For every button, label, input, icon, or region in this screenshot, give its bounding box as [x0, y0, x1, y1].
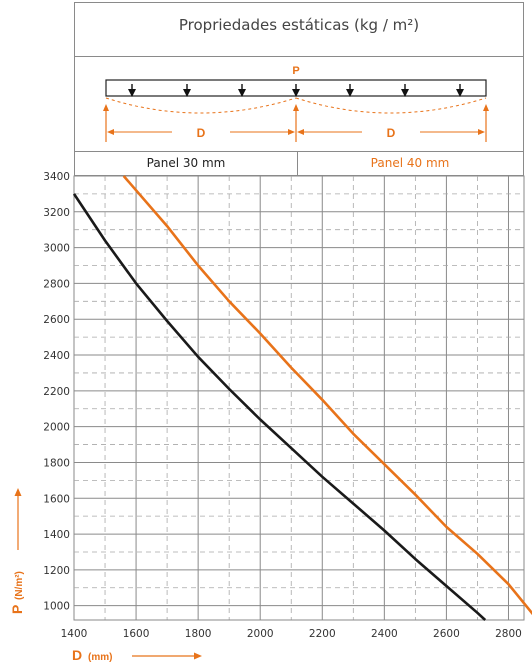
series-line-panel-30	[72, 193, 487, 621]
y-tick-label-2000: 2000	[43, 422, 70, 434]
plot-border	[73, 175, 525, 621]
beam-diagram: P D D	[103, 65, 489, 142]
y-axis-unit: (N/m²)	[14, 571, 25, 600]
legend-row: Panel 30 mm Panel 40 mm	[74, 151, 524, 176]
load-label: P	[292, 65, 299, 77]
series-line-panel-40	[122, 175, 532, 616]
x-tick-label-1600: 1600	[123, 628, 150, 640]
y-tick-label-2800: 2800	[43, 278, 70, 290]
legend-panel-30: Panel 30 mm	[75, 152, 298, 175]
support-arrowhead-left	[103, 104, 109, 111]
x-axis-title: D (mm)	[72, 647, 202, 663]
load-arrowhead-2	[183, 89, 191, 97]
y-tick-label-2600: 2600	[43, 314, 70, 326]
y-axis-title: P (N/m²)	[9, 488, 25, 614]
load-diagram-box	[74, 56, 524, 152]
chart-title-box: Propriedades estáticas (kg / m²)	[74, 2, 524, 57]
dimension-arrow-right-start	[297, 129, 304, 135]
load-arrows	[128, 84, 464, 97]
y-tick-label-1200: 1200	[43, 565, 70, 577]
load-arrowhead-4	[292, 89, 300, 97]
y-axis-title-arrowhead	[14, 488, 22, 496]
x-tick-label-2000: 2000	[247, 628, 274, 640]
x-tick-label-2800: 2800	[495, 628, 522, 640]
deflection-curve-left	[105, 97, 297, 114]
y-tick-label-2200: 2200	[43, 386, 70, 398]
y-tick-label-2400: 2400	[43, 350, 70, 362]
x-axis-title-letter: D	[72, 647, 82, 663]
y-tick-label-3400: 3400	[43, 171, 70, 183]
span-label-right: D	[387, 126, 396, 140]
chart-plot: 1400 1600 1800 2000 2200 2400 2600 2800 1000 1200…	[43, 171, 532, 640]
y-tick-label-3200: 3200	[43, 207, 70, 219]
load-arrowhead-3	[238, 89, 246, 97]
x-tick-label-1400: 1400	[61, 628, 88, 640]
dimension-arrow-right-end	[478, 129, 485, 135]
y-axis-title-letter: P	[9, 605, 25, 614]
chart-grid	[73, 175, 525, 621]
y-tick-label-3000: 3000	[43, 243, 70, 255]
y-tick-label-1000: 1000	[43, 601, 70, 613]
load-arrowhead-5	[346, 89, 354, 97]
dimension-arrow-left-end	[288, 129, 295, 135]
x-axis-unit: (mm)	[88, 652, 112, 663]
load-arrowhead-6	[401, 89, 409, 97]
x-tick-label-2400: 2400	[371, 628, 398, 640]
x-tick-label-2200: 2200	[309, 628, 336, 640]
y-tick-label-1800: 1800	[43, 457, 70, 469]
load-arrowhead-1	[128, 89, 136, 97]
dimension-arrow-left-start	[107, 129, 114, 135]
legend-panel-40: Panel 40 mm	[370, 156, 450, 170]
x-tick-label-2600: 2600	[433, 628, 460, 640]
chart-ticks: 1400 1600 1800 2000 2200 2400 2600 2800 1000 1200…	[43, 171, 522, 640]
chart-title: Propriedades estáticas (kg / m²)	[178, 16, 420, 34]
load-arrowhead-7	[456, 89, 464, 97]
chart-series	[72, 175, 532, 621]
support-arrowhead-right	[483, 104, 489, 111]
x-tick-label-1800: 1800	[185, 628, 212, 640]
support-arrowhead-middle	[293, 104, 299, 111]
y-tick-label-1400: 1400	[43, 529, 70, 541]
y-tick-label-1600: 1600	[43, 493, 70, 505]
deflection-curve-right	[295, 97, 487, 114]
x-axis-title-arrowhead	[194, 652, 202, 660]
span-label-left: D	[197, 126, 206, 140]
